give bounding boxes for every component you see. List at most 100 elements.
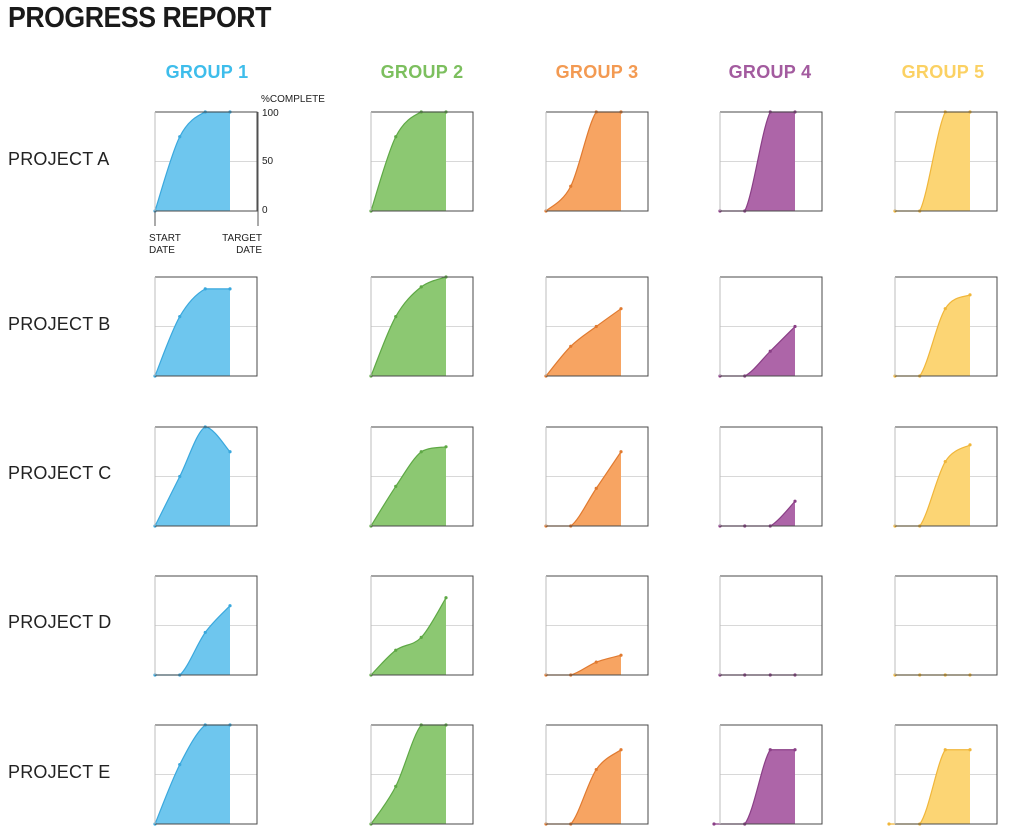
panel-frame (546, 111, 649, 212)
group-header-3: GROUP 3 (555, 62, 639, 82)
ytick-0: 0 (262, 205, 268, 216)
data-point-1 (569, 344, 573, 348)
project-label-e: PROJECT E (8, 762, 111, 782)
data-point-3 (968, 443, 972, 447)
start-date-label-line1: START (149, 233, 181, 244)
progress-line (370, 446, 447, 527)
data-point-1 (178, 315, 182, 319)
panel-project-e-group-3 (544, 724, 649, 826)
target-date-label-line1: TARGET (222, 233, 262, 244)
data-point-3 (228, 604, 232, 608)
panel-frame (371, 575, 474, 676)
data-point-0 (712, 822, 716, 826)
progress-area (546, 749, 621, 824)
panel-project-a-group-2 (369, 110, 474, 213)
project-label-c: PROJECT C (8, 463, 112, 483)
progress-line (154, 288, 230, 377)
data-point-2 (594, 767, 598, 772)
panel-frame (371, 111, 474, 212)
panel-project-d-group-2 (369, 575, 474, 677)
ylabel-complete: %COMPLETE (261, 94, 325, 105)
panel-frame (895, 575, 998, 676)
panel-project-e-group-1 (153, 723, 258, 826)
data-point-3 (619, 653, 623, 657)
data-point-2 (419, 450, 423, 454)
data-point-3 (619, 450, 623, 454)
data-point-1 (178, 763, 182, 767)
data-point-2 (943, 748, 947, 752)
panel-frame (371, 426, 474, 527)
panel-project-b-group-2 (369, 275, 474, 378)
panel-project-d-group-4 (718, 575, 823, 677)
data-point-2 (419, 635, 423, 639)
panel-project-e-group-5 (887, 724, 998, 826)
panel-frame (720, 111, 823, 212)
data-point-3 (619, 748, 623, 752)
progress-area (155, 112, 230, 211)
data-point-1 (394, 648, 398, 652)
panel-project-b-group-4 (718, 276, 823, 378)
data-point-3 (228, 450, 232, 454)
panel-frame (155, 111, 258, 212)
data-point-3 (968, 293, 972, 297)
progress-area (155, 725, 230, 824)
group-header-5: GROUP 5 (901, 62, 985, 82)
progress-area (371, 277, 446, 376)
progress-area (720, 112, 795, 211)
panel-project-c-group-4 (718, 426, 823, 528)
progress-line (154, 426, 231, 527)
panel-frame (720, 276, 823, 377)
group-header-4: GROUP 4 (728, 62, 812, 82)
progress-area (546, 112, 621, 211)
start-date-label-line2: DATE (149, 245, 175, 256)
panel-project-a-group-1 (153, 110, 258, 213)
data-point-2 (943, 460, 947, 464)
data-point-2 (768, 748, 772, 752)
data-point-2 (594, 660, 598, 664)
panel-frame (720, 426, 823, 527)
data-point-3 (444, 596, 448, 600)
progress-area (895, 112, 970, 211)
data-point-2 (768, 349, 772, 353)
panel-project-c-group-5 (893, 426, 998, 528)
panel-project-e-group-2 (369, 723, 474, 826)
panel-frame (155, 724, 258, 825)
progress-area (546, 308, 621, 376)
progress-area (720, 501, 795, 526)
panel-project-c-group-3 (544, 426, 649, 528)
data-point-2 (943, 307, 947, 311)
panel-frame (895, 111, 998, 212)
panel-frame (371, 276, 474, 377)
data-point-3 (793, 324, 797, 329)
data-point-0 (887, 822, 891, 826)
panel-project-d-group-5 (893, 575, 998, 677)
data-point-2 (594, 486, 598, 490)
progress-area (546, 451, 621, 526)
panel-frame (895, 724, 998, 825)
panel-project-e-group-4 (712, 724, 823, 826)
progress-area (371, 446, 446, 526)
data-point-1 (394, 484, 398, 488)
progress-area (371, 112, 446, 211)
panel-frame (720, 724, 823, 825)
data-point-1 (178, 135, 182, 139)
panel-project-c-group-2 (369, 426, 474, 528)
panel-project-b-group-1 (153, 276, 258, 378)
data-point-3 (968, 748, 972, 752)
target-date-label-line2: DATE (236, 245, 262, 256)
project-label-a: PROJECT A (8, 149, 110, 169)
data-point-3 (444, 445, 448, 449)
progress-area (889, 749, 970, 824)
progress-line (370, 276, 447, 377)
panel-project-d-group-1 (153, 575, 258, 677)
panel-frame (895, 276, 998, 377)
progress-area (720, 326, 795, 376)
data-point-3 (619, 307, 623, 311)
panel-project-d-group-3 (544, 575, 649, 677)
data-point-1 (394, 315, 398, 319)
panel-frame (895, 426, 998, 527)
data-point-1 (394, 135, 398, 139)
ytick-100: 100 (262, 108, 279, 119)
panel-frame (546, 276, 649, 377)
